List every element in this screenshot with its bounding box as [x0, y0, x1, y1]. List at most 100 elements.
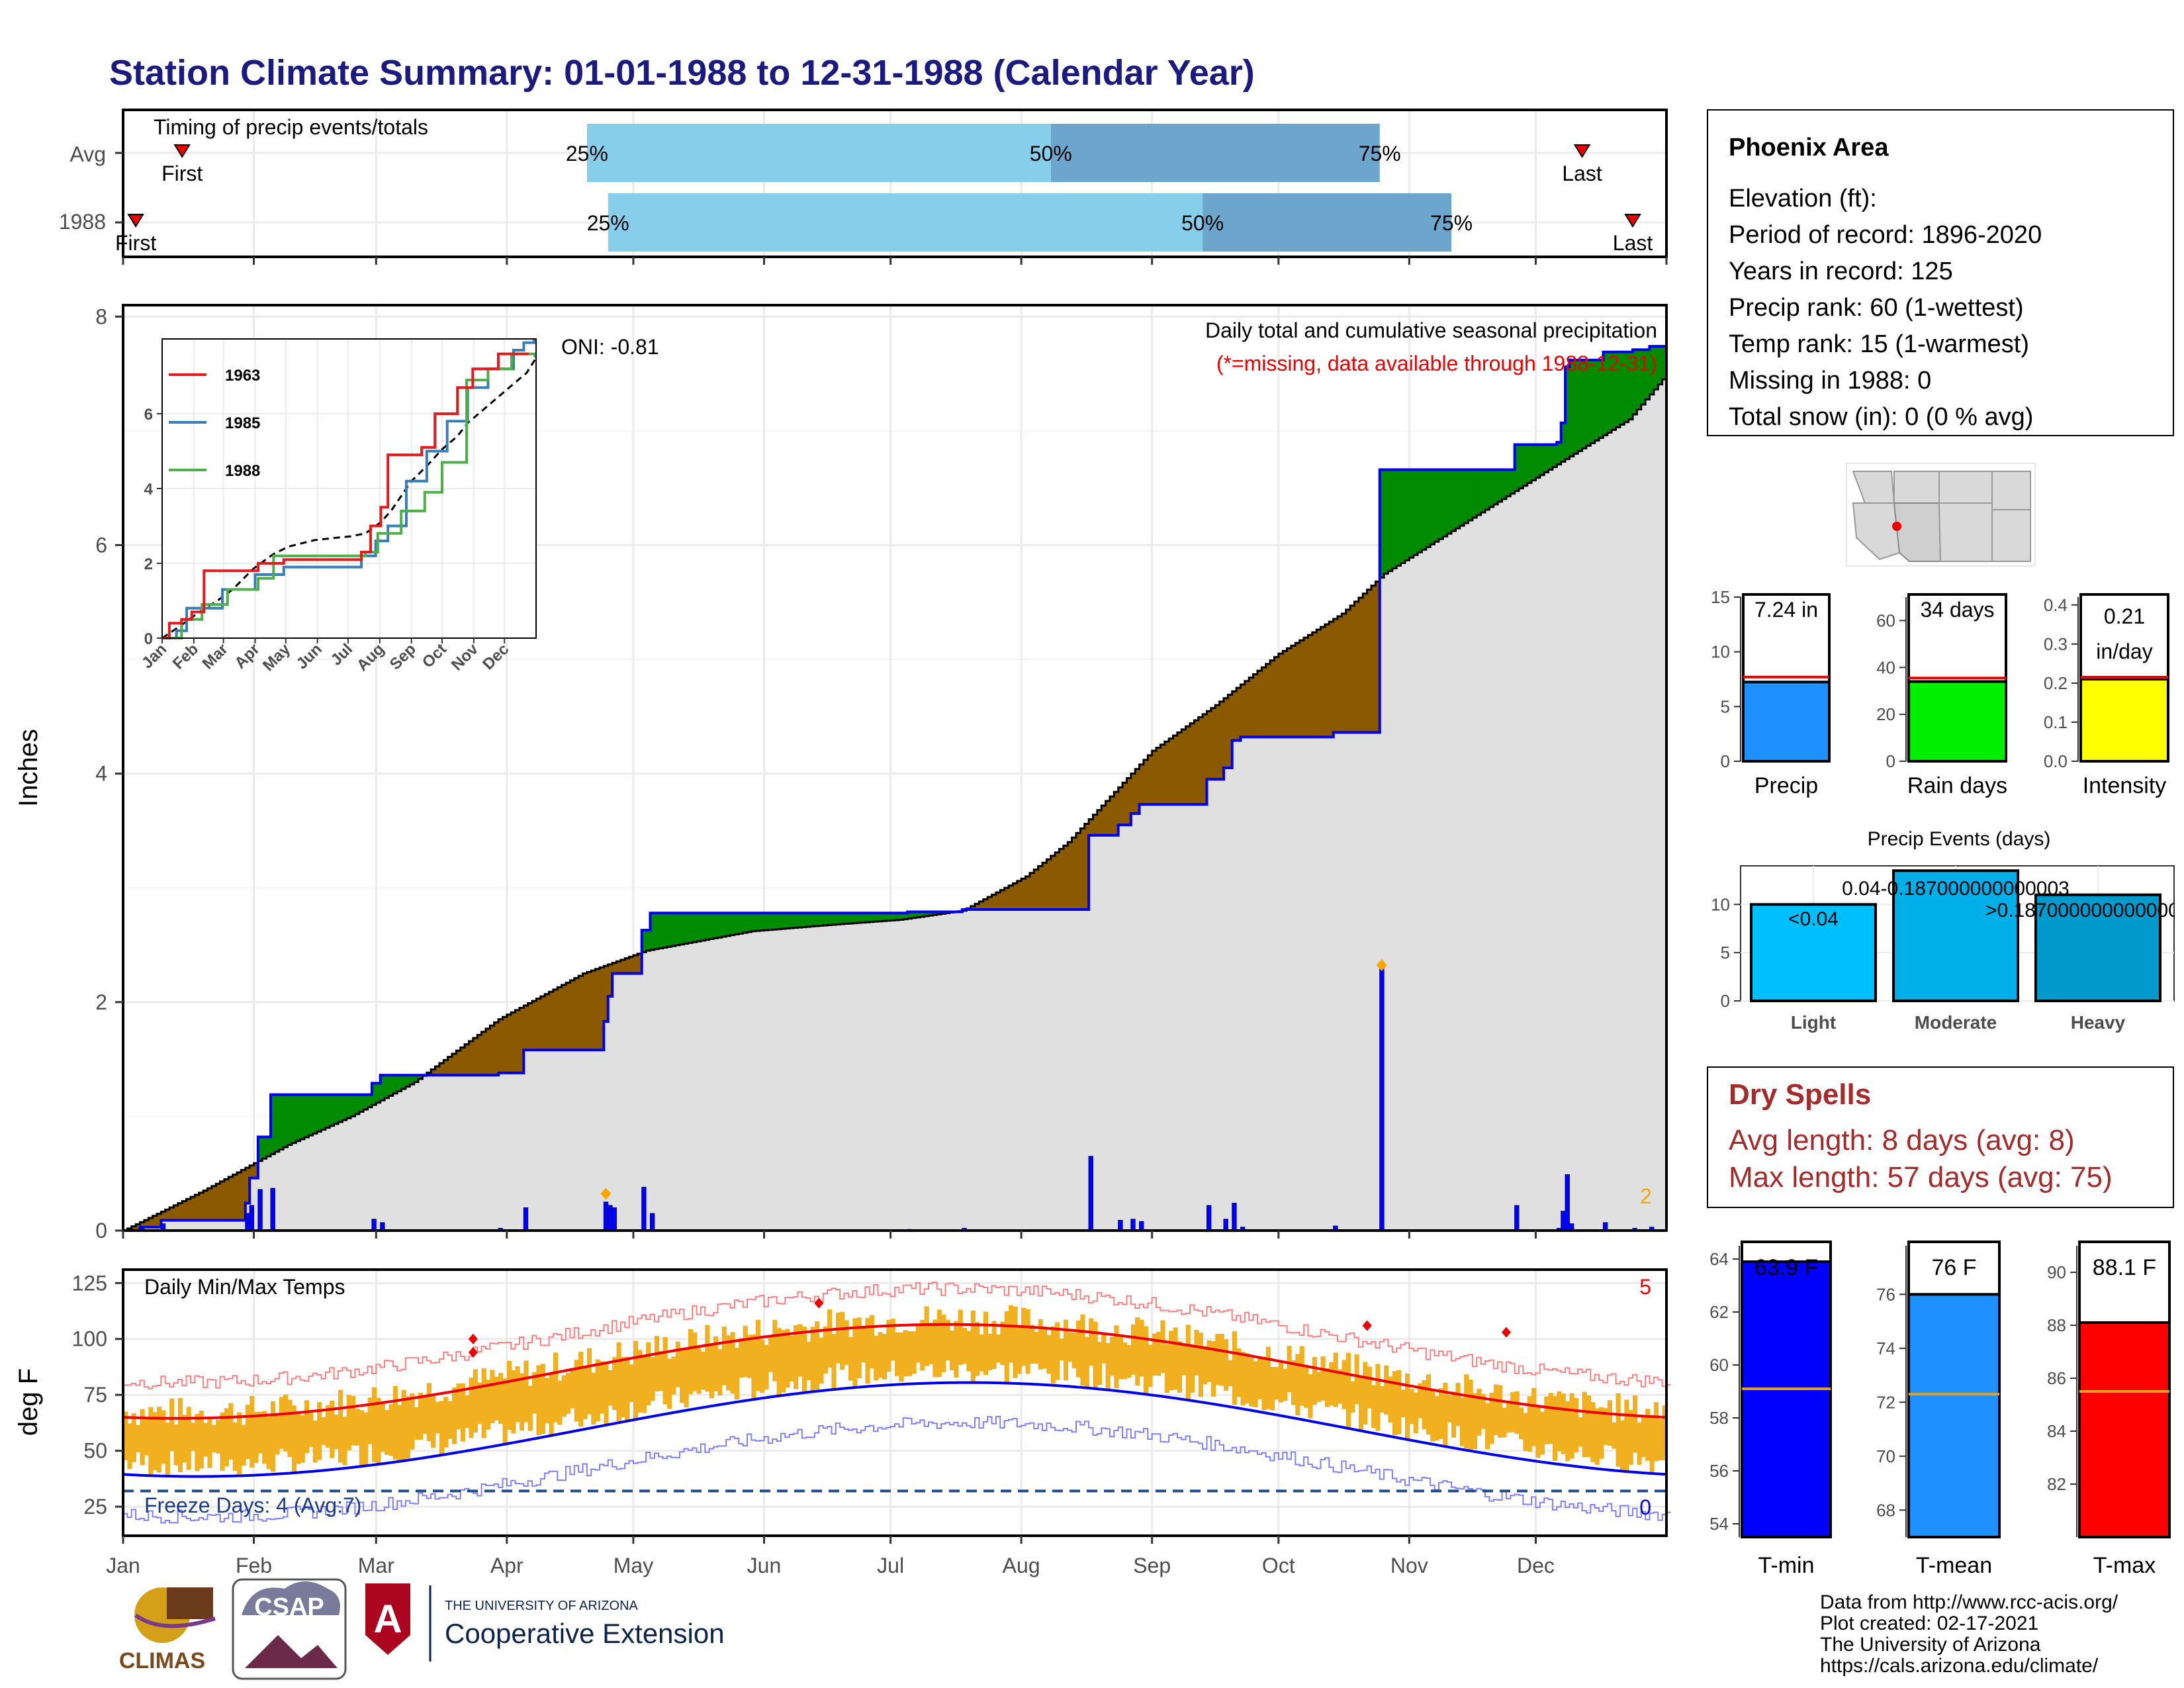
daily-temp-bar — [553, 1352, 559, 1423]
temp-y-tick-label: 125 — [72, 1271, 107, 1295]
precip-surplus-area — [275, 1094, 280, 1152]
precip-deficit-area — [995, 892, 1001, 910]
daily-temp-bar — [1029, 1325, 1035, 1364]
precip-surplus-area — [418, 1075, 423, 1079]
daily-temp-bar — [1438, 1387, 1444, 1439]
daily-temp-bar — [1565, 1401, 1570, 1462]
precip-deficit-area — [182, 1201, 187, 1221]
precip-deficit-area — [1253, 674, 1258, 737]
precip-surplus-area — [806, 913, 811, 927]
daily-temp-bar — [1637, 1422, 1642, 1465]
precip-surplus-area — [721, 913, 727, 937]
daily-temp-bar — [650, 1357, 655, 1401]
daily-temp-bar — [1219, 1334, 1224, 1386]
daily-precip-bar — [371, 1219, 377, 1231]
precip-y-tick-label: 4 — [95, 762, 107, 786]
daily-temp-bar — [262, 1411, 267, 1464]
precip-deficit-area — [1203, 714, 1208, 805]
daily-temp-bar — [296, 1412, 301, 1464]
precip-deficit-area — [1130, 773, 1136, 814]
daily-temp-bar — [308, 1413, 314, 1447]
daily-precip-bar — [245, 1213, 250, 1231]
daily-temp-bar — [949, 1331, 955, 1371]
daily-temp-bar — [1645, 1409, 1651, 1461]
precip-deficit-area — [987, 897, 993, 910]
daily-temp-bar — [1101, 1333, 1107, 1364]
temp-summary-y-tick-label: 72 — [1876, 1392, 1895, 1412]
daily-temp-bar — [874, 1335, 879, 1381]
daily-temp-bar — [1658, 1419, 1663, 1460]
precip-surplus-area — [392, 1075, 398, 1094]
inset-legend-label: 1988 — [225, 462, 260, 480]
daily-temp-bar — [385, 1410, 390, 1455]
daily-precip-bar — [641, 1186, 647, 1231]
precip-surplus-area — [675, 913, 680, 945]
daily-temp-bar — [481, 1368, 486, 1438]
precip-surplus-area — [1523, 444, 1528, 486]
precip-deficit-area — [979, 901, 984, 910]
precip-surplus-area — [1527, 444, 1532, 483]
first-event-label: First — [161, 162, 203, 185]
daily-temp-bar — [1624, 1399, 1629, 1472]
precip-surplus-area — [852, 913, 858, 923]
temp-summary-y-tick-label: 64 — [1709, 1249, 1729, 1269]
daily-temp-bar — [1114, 1325, 1119, 1389]
precip-surplus-area — [287, 1094, 293, 1145]
daily-temp-bar — [958, 1309, 963, 1365]
summary-bar-label: Intensity — [2083, 773, 2167, 798]
daily-temp-bar — [1109, 1336, 1115, 1376]
daily-temp-bar — [334, 1415, 339, 1449]
daily-temp-bar — [789, 1336, 794, 1382]
precip-surplus-area — [1633, 350, 1637, 415]
month-label: Jan — [106, 1554, 140, 1577]
precip-surplus-area — [865, 913, 870, 923]
precip-deficit-area — [237, 1172, 242, 1221]
daily-temp-bar — [237, 1412, 242, 1475]
precip-deficit-area — [1210, 708, 1216, 780]
daily-temp-bar — [195, 1413, 200, 1472]
daily-temp-bar — [443, 1397, 449, 1448]
precip-deficit-area — [970, 906, 976, 910]
events-y-tick-label: 5 — [1721, 943, 1730, 962]
events-bar-label: Moderate — [1915, 1012, 1997, 1033]
daily-temp-bar — [1228, 1360, 1233, 1387]
daily-temp-bar — [211, 1425, 216, 1453]
temp-summary-y-tick-label: 68 — [1876, 1500, 1895, 1520]
daily-temp-bar — [646, 1342, 651, 1405]
daily-temp-bar — [1552, 1395, 1558, 1461]
daily-temp-bar — [527, 1385, 533, 1431]
precip-surplus-area — [646, 930, 651, 951]
precip-deficit-area — [1371, 585, 1376, 733]
daily-temp-bar — [1013, 1306, 1018, 1378]
precip-deficit-area — [456, 1051, 461, 1076]
daily-precip-bar — [1561, 1211, 1566, 1231]
daily-temp-bar — [199, 1410, 204, 1469]
daily-temp-bar — [1135, 1317, 1140, 1386]
daily-temp-bar — [1253, 1361, 1258, 1407]
precip-deficit-area — [152, 1215, 158, 1227]
precip-surplus-area — [848, 913, 853, 924]
daily-temp-bar — [1612, 1422, 1617, 1449]
temp-summary-bars: 54 56 58 60 62 64 63.9 F T-min 68 70 72 74 76 76 F T-m… — [1709, 1241, 2171, 1578]
last-event-marker — [1573, 144, 1591, 158]
precip-deficit-area — [485, 1028, 490, 1076]
inset-y-tick-label: 4 — [144, 481, 154, 498]
precip-surplus-area — [1434, 469, 1439, 542]
summary-y-tick-label: 0.1 — [2044, 712, 2068, 732]
precip-deficit-area — [1240, 684, 1246, 737]
daily-temp-bar — [1539, 1411, 1545, 1455]
daily-temp-bar — [835, 1312, 841, 1364]
events-bar-label: Light — [1791, 1012, 1836, 1033]
daily-temp-bar — [1350, 1381, 1355, 1413]
daily-temp-bar — [317, 1402, 322, 1460]
precip-deficit-area — [498, 1019, 504, 1073]
record-high-line — [123, 1282, 1671, 1389]
precip-y-axis-label: Inches — [14, 729, 43, 807]
daily-temp-bar — [203, 1423, 208, 1457]
daily-temp-bar — [920, 1319, 925, 1371]
precip-surplus-area — [262, 1137, 267, 1159]
daily-temp-bar — [886, 1319, 891, 1372]
precip-surplus-area — [1603, 352, 1608, 436]
daily-precip-bar — [608, 1205, 613, 1231]
precip-deficit-area — [232, 1174, 238, 1221]
